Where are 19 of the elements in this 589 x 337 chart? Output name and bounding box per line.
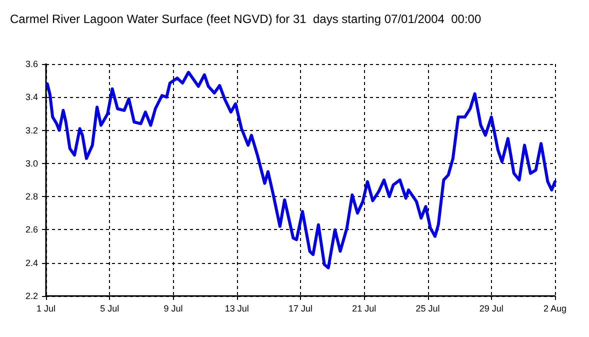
x-tick-label: 25 Jul [416, 304, 440, 314]
x-tick-label: 13 Jul [224, 304, 249, 314]
y-tick-label: 2.8 [25, 192, 38, 202]
x-tick-label: 17 Jul [288, 304, 313, 314]
y-tick-label: 3.2 [25, 125, 38, 136]
y-tick-label: 2.2 [25, 291, 38, 301]
y-tick-label: 3.0 [25, 158, 38, 168]
x-tick-label: 5 Jul [100, 304, 120, 314]
x-tick-label: 29 Jul [479, 304, 504, 314]
x-tick-label: 9 Jul [164, 304, 183, 314]
x-tick-label: 1 Jul [36, 304, 56, 314]
line-series [46, 70, 556, 270]
y-tick-label: 2.6 [25, 224, 38, 235]
chart-title: Carmel River Lagoon Water Surface (feet NGVD) for 31 days starting 07/01/2004 00:00 [10, 12, 482, 26]
x-tick-label: 2 Aug [543, 304, 567, 314]
x-tick-label: 21 Jul [352, 304, 376, 314]
y-tick-label: 3.6 [25, 59, 38, 69]
y-tick-label: 2.4 [25, 258, 38, 268]
y-tick-label: 3.4 [25, 92, 38, 102]
